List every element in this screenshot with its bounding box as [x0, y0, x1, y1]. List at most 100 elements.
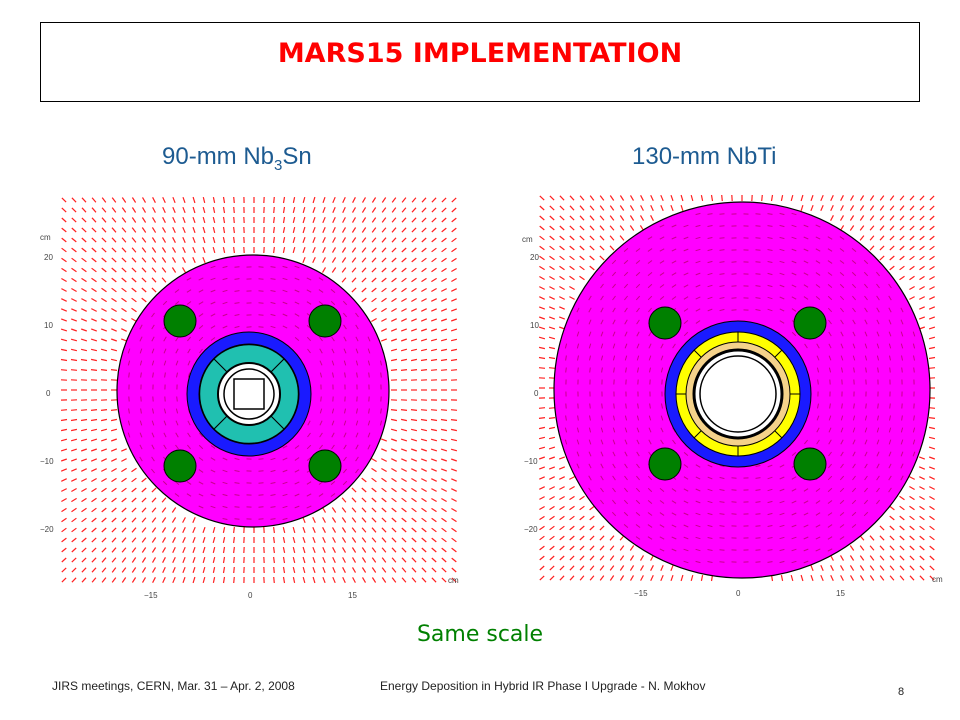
field-arrow — [899, 255, 905, 261]
field-arrow — [909, 225, 915, 231]
yoke-field-arrow — [695, 524, 701, 528]
field-arrow — [830, 575, 834, 581]
field-arrow — [351, 487, 357, 493]
field-arrow — [60, 308, 68, 312]
field-arrow — [60, 418, 68, 422]
field-arrow — [80, 428, 88, 432]
field-arrow — [441, 488, 447, 492]
yoke-field-arrow — [683, 500, 689, 504]
field-arrow — [90, 418, 98, 422]
yoke-field-arrow — [282, 517, 288, 521]
yoke-field-arrow — [612, 463, 616, 469]
yoke-field-arrow — [186, 301, 192, 305]
yoke-field-arrow — [791, 488, 797, 492]
field-arrow — [569, 555, 575, 561]
field-arrow — [351, 257, 357, 263]
field-arrow — [849, 545, 855, 551]
field-arrow — [131, 487, 137, 493]
yoke-field-arrow — [683, 548, 689, 552]
field-arrow — [441, 247, 447, 253]
field-arrow — [391, 497, 397, 503]
field-arrow — [151, 567, 157, 573]
yoke-field-arrow — [876, 295, 880, 301]
field-arrow — [81, 217, 87, 223]
field-arrow — [172, 547, 176, 553]
field-arrow — [312, 536, 316, 544]
yoke-field-arrow — [612, 427, 616, 433]
field-arrow — [371, 547, 377, 553]
field-arrow — [81, 277, 87, 283]
field-arrow — [549, 505, 555, 511]
field-arrow — [233, 216, 235, 224]
yoke-field-arrow — [318, 277, 324, 281]
yoke-field-arrow — [624, 295, 628, 301]
field-arrow — [91, 567, 97, 573]
field-arrow — [411, 477, 417, 483]
x-tick: 15 — [836, 589, 845, 598]
field-arrow — [391, 267, 397, 273]
yoke-field-arrow — [659, 512, 665, 516]
yoke-field-arrow — [863, 499, 869, 505]
yoke-field-arrow — [282, 325, 288, 329]
yoke-field-arrow — [816, 367, 820, 373]
field-arrow — [111, 497, 117, 503]
field-arrow — [451, 488, 457, 492]
field-arrow — [70, 438, 78, 442]
field-arrow — [899, 225, 905, 231]
field-arrow — [589, 245, 595, 251]
field-arrow — [371, 277, 377, 283]
yoke-field-arrow — [671, 296, 677, 300]
yoke-field-arrow — [139, 360, 143, 366]
yoke-field-arrow — [912, 439, 916, 445]
yoke-field-arrow — [612, 343, 616, 349]
field-arrow — [650, 555, 654, 561]
field-arrow — [579, 515, 585, 521]
yoke-field-arrow — [828, 451, 832, 457]
yoke-field-arrow — [913, 415, 915, 421]
field-arrow — [410, 338, 418, 342]
field-arrow — [121, 277, 127, 283]
yoke-field-arrow — [707, 237, 713, 239]
field-arrow — [569, 225, 575, 231]
yoke-field-arrow — [222, 493, 228, 497]
field-arrow — [351, 557, 357, 563]
yoke-field-arrow — [367, 420, 371, 426]
yoke-field-arrow — [815, 548, 821, 552]
yoke-field-arrow — [163, 444, 167, 450]
yoke-field-arrow — [127, 420, 131, 426]
yoke-field-arrow — [319, 408, 323, 414]
field-arrow — [282, 526, 286, 534]
field-arrow — [371, 517, 377, 523]
field-arrow — [192, 226, 196, 234]
field-arrow — [401, 517, 407, 523]
field-arrow — [411, 487, 417, 493]
field-arrow — [609, 235, 615, 241]
yoke-field-arrow — [175, 408, 179, 414]
field-arrow — [182, 257, 186, 263]
yoke-field-arrow — [635, 536, 641, 540]
field-arrow — [332, 217, 336, 223]
field-arrow — [440, 338, 448, 342]
field-arrow — [569, 205, 575, 211]
field-arrow — [81, 247, 87, 253]
field-arrow — [110, 418, 118, 422]
field-arrow — [609, 545, 615, 551]
yoke-field-arrow — [840, 355, 844, 361]
field-arrow — [61, 478, 67, 482]
yoke-field-arrow — [755, 261, 761, 263]
field-arrow — [879, 575, 885, 581]
field-arrow — [342, 207, 346, 213]
yoke-field-arrow — [270, 313, 276, 317]
field-arrow — [919, 505, 925, 511]
field-arrow — [909, 565, 915, 571]
yoke-field-arrow — [294, 337, 300, 341]
yoke-field-arrow — [779, 320, 785, 324]
field-arrow — [421, 227, 427, 233]
field-arrow — [761, 194, 763, 202]
field-arrow — [928, 367, 936, 369]
field-arrow — [141, 267, 147, 273]
yoke-field-arrow — [186, 289, 192, 293]
field-arrow — [111, 537, 117, 543]
field-arrow — [381, 267, 387, 273]
yoke-field-arrow — [601, 367, 603, 373]
